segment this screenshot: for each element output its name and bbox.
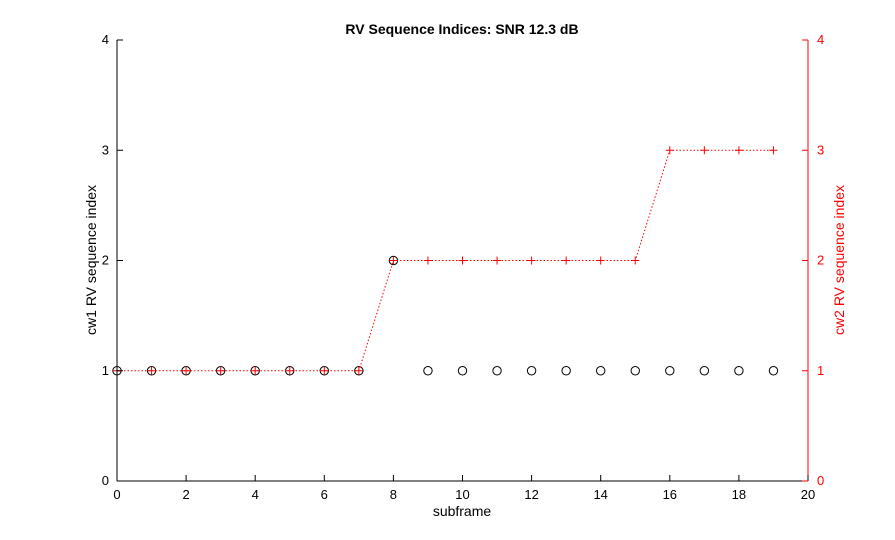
- x-tick-label: 18: [732, 487, 746, 502]
- cw2-point: [665, 146, 674, 155]
- axes-layer: 0 2 4 6 8 10 12 14 16 18 200 01 12 23 34 4: [102, 32, 824, 502]
- left-y-tick-label: 3: [102, 142, 109, 157]
- cw2-point: [251, 366, 260, 375]
- left-y-tick-label: 0: [102, 473, 109, 488]
- cw1-point: [768, 366, 779, 376]
- cw2-point: [493, 256, 502, 265]
- x-tick-label: 10: [455, 487, 469, 502]
- right-y-tick-label: 3: [817, 142, 824, 157]
- cw2-point: [389, 256, 398, 265]
- x-tick-label: 12: [524, 487, 538, 502]
- x-tick-label: 20: [801, 487, 815, 502]
- cw2-point: [562, 256, 571, 265]
- x-tick-label: 6: [321, 487, 328, 502]
- cw2-point: [147, 366, 156, 375]
- left-y-tick-label: 2: [102, 253, 109, 268]
- x-tick-label: 14: [593, 487, 607, 502]
- cw2-point: [285, 366, 294, 375]
- series-layer: [112, 146, 779, 376]
- cw1-point: [630, 366, 640, 376]
- chart-title: RV Sequence Indices: SNR 12.3 dB: [345, 21, 578, 37]
- cw2-series-line: [117, 149, 774, 372]
- x-tick-label: 16: [663, 487, 677, 502]
- left-y-tick-label: 1: [102, 363, 109, 378]
- x-tick-label: 0: [113, 487, 120, 502]
- left-y-tick-label: 4: [102, 32, 109, 47]
- cw1-point: [457, 366, 468, 376]
- right-y-tick-label: 0: [817, 473, 824, 488]
- cw2-point: [596, 256, 605, 265]
- x-tick-label: 2: [182, 487, 189, 502]
- cw1-point: [526, 366, 537, 376]
- right-y-tick-label: 2: [817, 253, 824, 268]
- cw2-point: [700, 146, 709, 155]
- x-axis-label: subframe: [433, 503, 492, 519]
- cw2-point: [216, 366, 225, 375]
- cw2-point: [354, 366, 363, 375]
- cw2-point: [631, 256, 640, 265]
- cw1-point: [354, 366, 364, 376]
- cw1-point: [699, 366, 710, 376]
- cw1-point: [181, 366, 191, 376]
- cw2-point: [458, 256, 467, 265]
- right-y-tick-label: 4: [817, 32, 824, 47]
- cw1-point: [423, 366, 433, 376]
- right-y-tick-label: 1: [817, 363, 824, 378]
- x-tick-label: 4: [252, 487, 259, 502]
- cw1-point: [665, 366, 675, 376]
- cw2-point: [423, 256, 432, 265]
- cw1-point: [561, 366, 571, 376]
- cw2-point: [734, 146, 743, 155]
- cw1-point: [596, 366, 606, 376]
- cw1-point: [734, 366, 744, 376]
- x-tick-label: 8: [390, 487, 397, 502]
- cw2-point: [320, 366, 329, 375]
- cw2-point: [182, 366, 191, 375]
- cw1-point: [492, 366, 502, 376]
- cw2-point: [527, 256, 536, 265]
- left-y-axis-label: cw1 RV sequence index: [83, 185, 99, 335]
- right-y-axis-label: cw2 RV sequence index: [831, 185, 847, 335]
- cw2-point: [769, 146, 778, 155]
